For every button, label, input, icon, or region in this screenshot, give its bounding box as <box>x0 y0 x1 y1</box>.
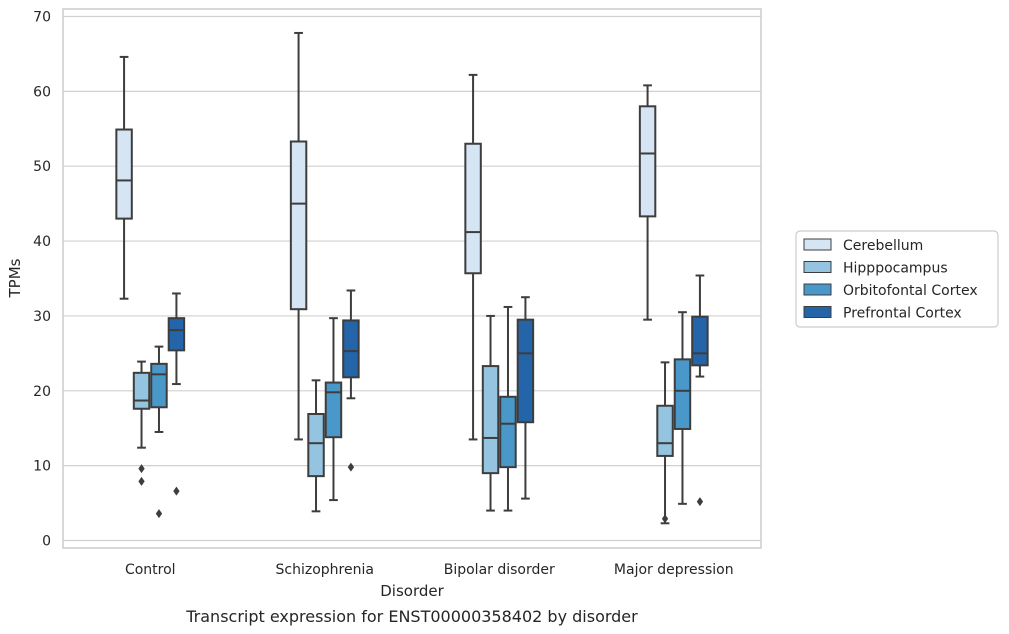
x-tick-label: Bipolar disorder <box>444 562 555 578</box>
y-tick-label: 20 <box>33 384 51 400</box>
outlier-point <box>347 462 355 472</box>
box-cerebellum-1 <box>289 31 308 441</box>
outlier-point <box>173 486 180 496</box>
outlier-point <box>696 497 704 507</box>
plot-frame <box>62 8 762 549</box>
plot-area <box>115 31 709 525</box>
legend-swatch <box>803 306 832 318</box>
y-axis: 0 10 20 30 40 50 60 70 <box>33 9 51 549</box>
box-body <box>167 317 186 352</box>
box-orbitofontal-cortex-3 <box>673 311 692 505</box>
box-orbitofontal-cortex-0 <box>150 345 168 519</box>
y-tick-label: 40 <box>33 234 51 250</box>
legend: Cerebellum Hipppocampus Orbitofontal Corte… <box>795 230 999 328</box>
box-orbitofontal-cortex-2 <box>499 305 517 512</box>
box-prefrontal-cortex-0 <box>167 292 186 496</box>
box-body <box>638 105 657 218</box>
box-body <box>656 404 674 457</box>
x-tick-label: Control <box>125 562 176 578</box>
box-hipppocampus-0 <box>132 360 151 486</box>
box-body <box>516 318 535 424</box>
y-tick-label: 50 <box>33 159 51 175</box>
box-body <box>481 365 500 475</box>
legend-swatch <box>803 283 832 296</box>
box-body <box>342 319 360 379</box>
outlier-point <box>155 509 163 519</box>
y-tick-label: 10 <box>33 459 51 475</box>
outlier-point <box>138 476 145 486</box>
box-prefrontal-cortex-1 <box>342 289 360 472</box>
x-tick-label: Schizophrenia <box>276 562 374 578</box>
box-body <box>115 128 133 220</box>
legend-label: Cerebellum <box>843 238 923 254</box>
x-axis: Control Schizophrenia Bipolar disorder Majo… <box>125 562 734 578</box>
chart-caption: Transcript expression for ENST0000035840… <box>185 607 638 626</box>
x-tick-label: Major depression <box>614 562 734 578</box>
legend-swatch <box>803 238 832 251</box>
box-body <box>150 362 168 409</box>
y-tick-label: 0 <box>42 534 51 550</box>
grid-lines <box>63 15 761 542</box>
x-axis-title: Disorder <box>380 582 444 600</box>
outlier-point <box>661 514 669 524</box>
box-prefrontal-cortex-3 <box>691 274 709 507</box>
box-prefrontal-cortex-2 <box>516 296 535 500</box>
box-cerebellum-2 <box>464 73 482 441</box>
box-orbitofontal-cortex-1 <box>324 317 343 502</box>
y-axis-title: TPMs <box>6 258 24 298</box>
box-cerebellum-0 <box>115 55 133 300</box>
box-body <box>499 395 517 469</box>
box-hipppocampus-3 <box>656 361 674 525</box>
box-cerebellum-3 <box>638 84 657 321</box>
y-tick-label: 30 <box>33 309 51 325</box>
box-body <box>324 381 343 439</box>
legend-label: Hipppocampus <box>843 261 948 277</box>
legend-frame <box>795 230 999 328</box>
box-hipppocampus-2 <box>481 314 500 512</box>
legend-swatch <box>803 261 832 273</box>
y-tick-label: 70 <box>33 9 51 25</box>
box-body <box>289 140 308 311</box>
box-body <box>132 371 151 410</box>
outlier-point <box>138 464 145 474</box>
y-tick-label: 60 <box>33 84 51 100</box>
box-hipppocampus-1 <box>307 379 325 513</box>
legend-label: Orbitofontal Cortex <box>843 283 978 299</box>
box-body <box>464 142 482 275</box>
box-body <box>691 315 709 367</box>
box-body <box>307 412 325 478</box>
legend-label: Prefrontal Cortex <box>843 306 962 322</box>
box-body <box>673 358 692 430</box>
